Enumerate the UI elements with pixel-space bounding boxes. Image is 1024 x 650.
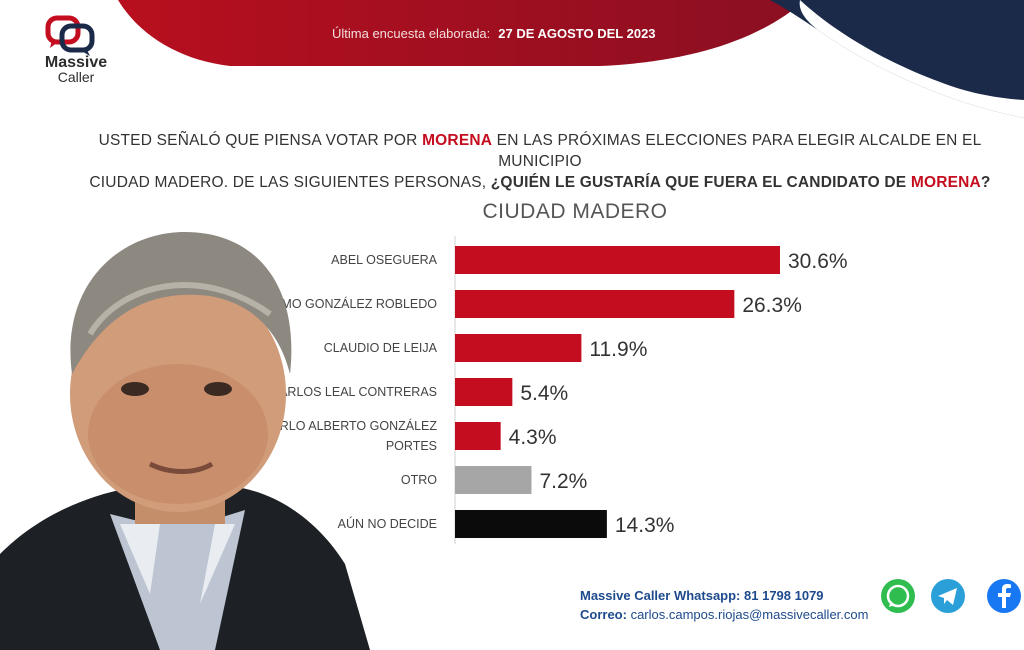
party-name-2: MORENA bbox=[910, 174, 981, 191]
telegram-icon[interactable] bbox=[930, 578, 966, 614]
question-part-5: ? bbox=[980, 174, 991, 191]
survey-date-info: Última encuesta elaborada: 27 DE AGOSTO D… bbox=[332, 26, 656, 41]
bar-chart: 30.6% ABEL OSEGUERA 26.3% ERASMO GONZÁLEZ R… bbox=[247, 236, 848, 544]
survey-question: USTED SEÑALÓ QUE PIENSA VOTAR POR MORENA… bbox=[60, 130, 1020, 193]
category-label-line: PORTES bbox=[386, 439, 437, 453]
bar-5 bbox=[455, 466, 532, 494]
category-label-3: CARLOS LEAL CONTRERAS bbox=[270, 385, 437, 399]
question-part-4: ¿QUIÉN LE GUSTARÍA QUE FUERA EL CANDIDAT… bbox=[490, 174, 911, 191]
bar-2 bbox=[455, 334, 582, 362]
question-line-2: CIUDAD MADERO. DE LAS SIGUIENTES PERSONA… bbox=[60, 172, 1020, 193]
footer-whatsapp: Massive Caller Whatsapp: 81 1798 1079 bbox=[580, 588, 824, 603]
category-label-2: CLAUDIO DE LEIJA bbox=[324, 341, 438, 355]
massive-caller-logo bbox=[45, 15, 95, 56]
whatsapp-icon[interactable] bbox=[880, 578, 916, 614]
category-label-line: ERASMO GONZÁLEZ ROBLEDO bbox=[247, 296, 437, 311]
value-label-5: 7.2% bbox=[539, 470, 587, 493]
category-label-line: ABEL OSEGUERA bbox=[331, 253, 437, 267]
email-address[interactable]: carlos.campos.riojas@massivecaller.com bbox=[630, 607, 869, 622]
whatsapp-label: Massive Caller Whatsapp: bbox=[580, 588, 741, 603]
category-label-0: ABEL OSEGUERA bbox=[331, 253, 437, 267]
category-label-4: CARLO ALBERTO GONZÁLEZ PORTES bbox=[262, 418, 437, 453]
value-label-1: 26.3% bbox=[742, 294, 802, 317]
value-label-0: 30.6% bbox=[788, 250, 848, 273]
question-part-1: USTED SEÑALÓ QUE PIENSA VOTAR POR bbox=[98, 132, 423, 149]
bar-3 bbox=[455, 378, 513, 406]
category-label-6: AÚN NO DECIDE bbox=[338, 516, 437, 531]
category-label-line: CARLOS LEAL CONTRERAS bbox=[270, 385, 437, 399]
question-part-3: CIUDAD MADERO. DE LAS SIGUIENTES PERSONA… bbox=[89, 174, 491, 191]
value-label-6: 14.3% bbox=[615, 514, 675, 537]
brand-name-line2: Caller bbox=[57, 69, 95, 85]
category-label-line: OTRO bbox=[401, 473, 437, 487]
region-tag: CD MADERO bbox=[928, 36, 1024, 53]
candidate-photo bbox=[0, 232, 370, 650]
party-name: MORENA bbox=[422, 132, 493, 149]
whatsapp-number[interactable]: 81 1798 1079 bbox=[744, 588, 824, 603]
value-label-4: 4.3% bbox=[509, 426, 557, 449]
brand-name-line1: Massive bbox=[44, 54, 108, 71]
question-part-2: EN LAS PRÓXIMAS ELECCIONES PARA ELEGIR A… bbox=[492, 132, 982, 170]
category-label-5: OTRO bbox=[401, 473, 437, 487]
category-label-line: CLAUDIO DE LEIJA bbox=[324, 341, 438, 355]
brand-name: Massive Caller bbox=[36, 54, 116, 85]
category-label-1: ERASMO GONZÁLEZ ROBLEDO bbox=[247, 296, 437, 311]
bar-1 bbox=[455, 290, 735, 318]
footer-email: Correo: carlos.campos.riojas@massivecall… bbox=[580, 607, 868, 622]
value-label-3: 5.4% bbox=[520, 382, 568, 405]
email-label: Correo: bbox=[580, 607, 627, 622]
value-label-2: 11.9% bbox=[589, 338, 647, 361]
bar-0 bbox=[455, 246, 780, 274]
bar-6 bbox=[455, 510, 607, 538]
bar-4 bbox=[455, 422, 501, 450]
question-line-1: USTED SEÑALÓ QUE PIENSA VOTAR POR MORENA… bbox=[60, 130, 1020, 172]
chart-title: CIUDAD MADERO bbox=[482, 200, 668, 223]
facebook-icon[interactable] bbox=[986, 578, 1022, 614]
category-label-line: CARLO ALBERTO GONZÁLEZ bbox=[262, 418, 437, 433]
category-label-line: AÚN NO DECIDE bbox=[338, 516, 437, 531]
header-banner bbox=[118, 0, 1024, 118]
survey-date-label: Última encuesta elaborada: bbox=[332, 26, 491, 41]
survey-date: 27 DE AGOSTO DEL 2023 bbox=[498, 26, 656, 41]
